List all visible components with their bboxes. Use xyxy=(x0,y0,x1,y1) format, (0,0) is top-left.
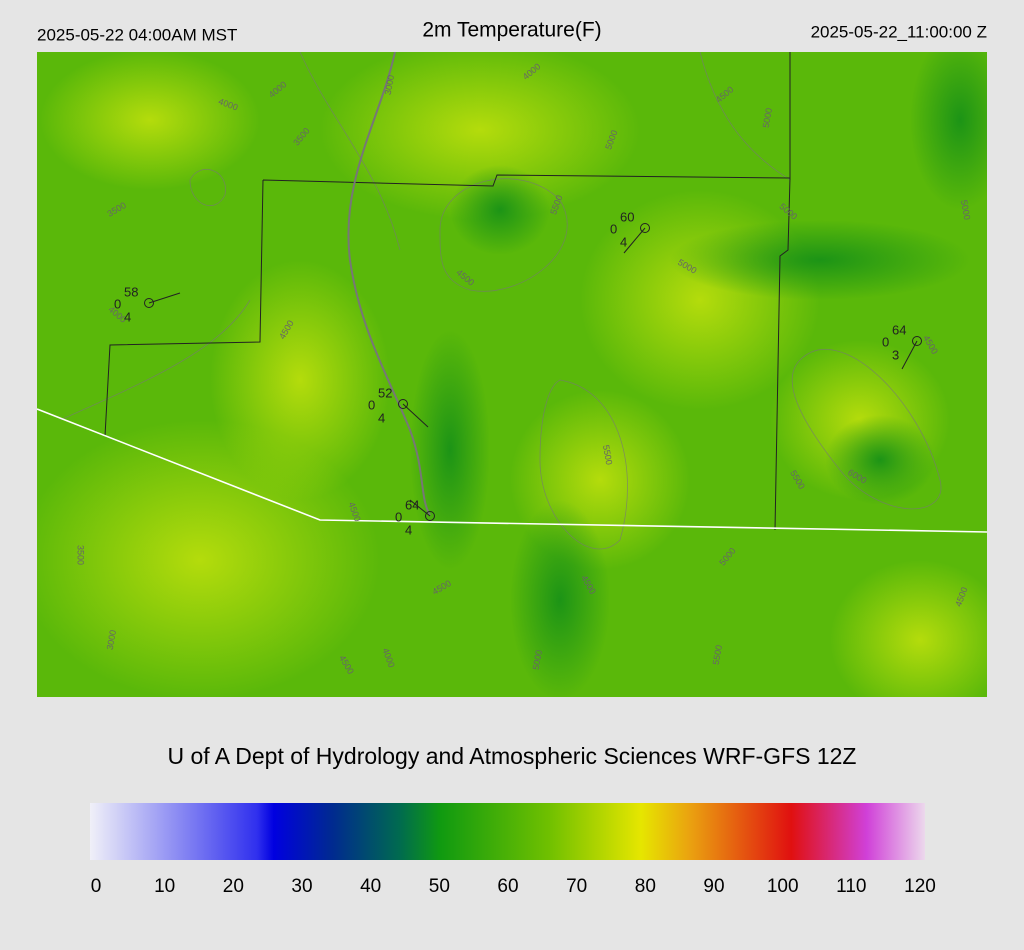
colorbar-tick-label: 70 xyxy=(566,876,587,897)
station xyxy=(912,336,922,346)
wind-barb xyxy=(623,227,646,254)
station-temperature: 58 xyxy=(124,284,138,299)
local-time: 2025-05-22 04:00AM MST xyxy=(37,25,237,44)
contour-label: 3500 xyxy=(76,545,86,565)
colorbar-tick-label: 0 xyxy=(91,876,102,897)
contour-label: 3000 xyxy=(105,629,118,650)
colorbar-tick-label: 40 xyxy=(360,876,381,897)
station-temperature: 60 xyxy=(620,209,634,224)
colorbar-tick-label: 80 xyxy=(635,876,656,897)
station-left-value: 0 xyxy=(114,296,121,311)
contour-label: 5500 xyxy=(601,444,614,465)
colorbar-tick-label: 10 xyxy=(154,876,175,897)
station xyxy=(640,223,650,233)
wind-barb xyxy=(148,292,181,304)
station xyxy=(144,298,154,308)
colorbar-tick-label: 20 xyxy=(223,876,244,897)
contour-label: 3000 xyxy=(383,74,396,95)
station-temperature: 64 xyxy=(405,497,419,512)
credit: U of A Dept of Hydrology and Atmospheric… xyxy=(167,743,856,769)
colorbar-tick-label: 50 xyxy=(429,876,450,897)
colorbar-tick-label: 100 xyxy=(767,876,799,897)
station-temperature: 52 xyxy=(378,385,392,400)
contour-label: 5000 xyxy=(959,199,972,220)
station-left-value: 0 xyxy=(395,509,402,524)
station-bottom-value: 4 xyxy=(620,234,627,249)
title: 2m Temperature(F) xyxy=(422,19,601,42)
colorbar-tick-label: 120 xyxy=(904,876,936,897)
station-bottom-value: 4 xyxy=(378,410,385,425)
station-bottom-value: 4 xyxy=(405,522,412,537)
station-bottom-value: 3 xyxy=(892,347,899,362)
wind-barb xyxy=(901,340,918,370)
utc-time: 2025-05-22_11:00:00 Z xyxy=(811,22,987,41)
station-temperature: 64 xyxy=(892,322,906,337)
station xyxy=(398,399,408,409)
colorbar-tick-label: 60 xyxy=(497,876,518,897)
station-left-value: 0 xyxy=(882,334,889,349)
wind-barb xyxy=(402,403,429,428)
station-left-value: 0 xyxy=(610,221,617,236)
contour-label: 5000 xyxy=(531,649,544,670)
station-bottom-value: 4 xyxy=(124,309,131,324)
contour-label: 5500 xyxy=(711,644,724,665)
colorbar-tick-label: 30 xyxy=(291,876,312,897)
colorbar-tick-label: 90 xyxy=(703,876,724,897)
station-left-value: 0 xyxy=(368,397,375,412)
colorbar xyxy=(90,803,925,860)
contour-label: 5000 xyxy=(761,107,774,128)
station xyxy=(425,511,435,521)
colorbar-tick-label: 110 xyxy=(836,876,866,897)
